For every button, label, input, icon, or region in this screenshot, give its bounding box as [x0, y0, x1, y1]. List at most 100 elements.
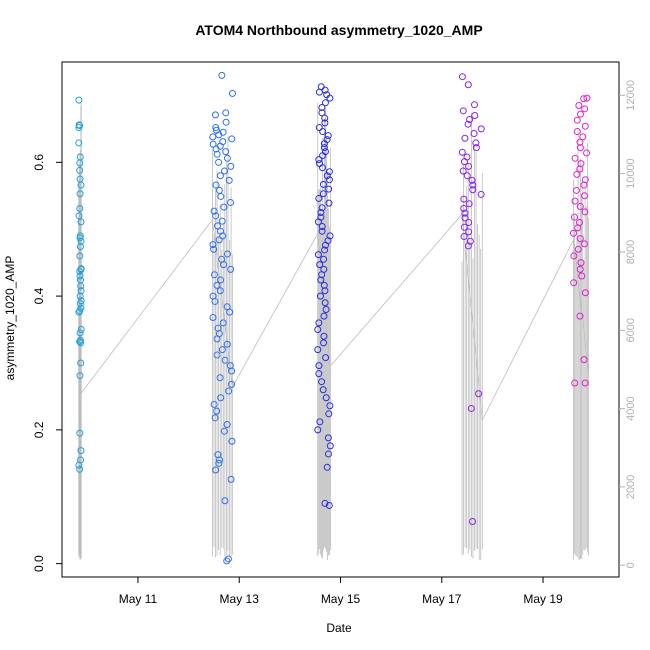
data-point — [75, 461, 83, 469]
data-point — [76, 159, 84, 167]
data-point — [318, 223, 326, 231]
data-point — [221, 497, 229, 505]
y-axis-right: 0 2000 4000 6000 8000 10000 12000 — [619, 80, 637, 568]
data-point — [324, 132, 332, 140]
data-point — [217, 394, 225, 402]
data-point — [466, 116, 474, 124]
data-point — [222, 148, 230, 156]
data-point — [320, 339, 328, 347]
data-point — [572, 186, 580, 194]
data-point — [470, 101, 478, 109]
data-point — [217, 192, 225, 200]
data-point — [320, 312, 328, 320]
data-point — [224, 555, 232, 563]
data-point — [75, 122, 83, 130]
data-point — [315, 370, 323, 378]
data-point — [319, 190, 327, 198]
data-point — [228, 437, 236, 445]
data-point — [576, 110, 584, 118]
data-point — [212, 466, 220, 474]
data-point — [477, 190, 485, 198]
data-point — [576, 265, 584, 273]
data-point — [222, 118, 230, 126]
data-point — [215, 158, 223, 166]
data-point — [76, 329, 84, 337]
data-point — [325, 168, 333, 176]
data-point — [460, 204, 468, 212]
data-point — [211, 297, 219, 305]
data-point — [581, 208, 589, 216]
data-point — [225, 176, 233, 184]
data-point — [225, 387, 233, 395]
data-point — [219, 232, 227, 240]
data-point — [569, 229, 577, 237]
data-point — [465, 162, 473, 170]
data-point — [475, 390, 483, 398]
data-point — [76, 338, 84, 346]
data-point — [76, 243, 84, 251]
data-point — [323, 463, 331, 471]
x-axis-title: Date — [326, 621, 352, 635]
data-point — [461, 214, 469, 222]
data-point — [77, 287, 85, 295]
data-point — [574, 224, 582, 232]
data-point — [321, 499, 329, 507]
data-point — [458, 73, 466, 81]
data-point — [216, 374, 224, 382]
y-axis-title: asymmetry_1020_AMP — [3, 256, 17, 381]
data-point — [459, 167, 467, 175]
plot-frame — [61, 61, 620, 578]
data-point — [220, 261, 228, 269]
data-point — [461, 158, 468, 166]
data-point — [467, 404, 475, 412]
data-point — [227, 162, 235, 170]
data-point — [213, 407, 221, 415]
data-point — [324, 450, 332, 458]
data-point — [320, 140, 328, 148]
data-point — [221, 356, 229, 364]
data-point — [571, 379, 579, 387]
data-point — [218, 217, 226, 225]
data-point — [465, 200, 473, 208]
data-point — [458, 148, 466, 156]
data-point — [580, 192, 588, 200]
data-point — [217, 276, 225, 284]
data-point — [228, 135, 236, 143]
data-point — [581, 379, 589, 387]
data-point — [321, 114, 329, 122]
data-point — [580, 95, 588, 103]
data-point — [210, 245, 218, 253]
data-point — [461, 134, 469, 142]
data-point — [324, 434, 332, 442]
data-point — [211, 414, 219, 422]
x-tick-label: May 15 — [321, 592, 361, 606]
data-point — [583, 149, 591, 157]
x-tick-label: May 11 — [119, 592, 158, 606]
y2-tick-label: 12000 — [625, 80, 637, 111]
data-point — [213, 281, 221, 289]
data-point — [213, 222, 221, 230]
data-point — [325, 185, 333, 193]
data-point — [571, 154, 579, 162]
data-point — [314, 251, 322, 259]
x-tick-label: May 13 — [220, 592, 260, 606]
data-point — [213, 351, 221, 359]
data-point — [577, 259, 585, 267]
y-tick-label: 0.6 — [32, 154, 46, 171]
data-point — [215, 459, 223, 467]
data-point — [219, 319, 227, 327]
y2-tick-label: 6000 — [625, 318, 637, 342]
data-point — [470, 130, 478, 138]
y2-tick-label: 8000 — [625, 240, 637, 264]
data-point — [76, 372, 84, 380]
y2-tick-label: 10000 — [625, 158, 637, 189]
data-point — [76, 166, 84, 174]
data-point — [314, 218, 322, 226]
data-point — [216, 456, 224, 464]
data-point — [326, 442, 334, 450]
data-point — [216, 172, 224, 180]
y2-tick-label: 4000 — [625, 396, 637, 420]
data-point — [223, 250, 231, 258]
